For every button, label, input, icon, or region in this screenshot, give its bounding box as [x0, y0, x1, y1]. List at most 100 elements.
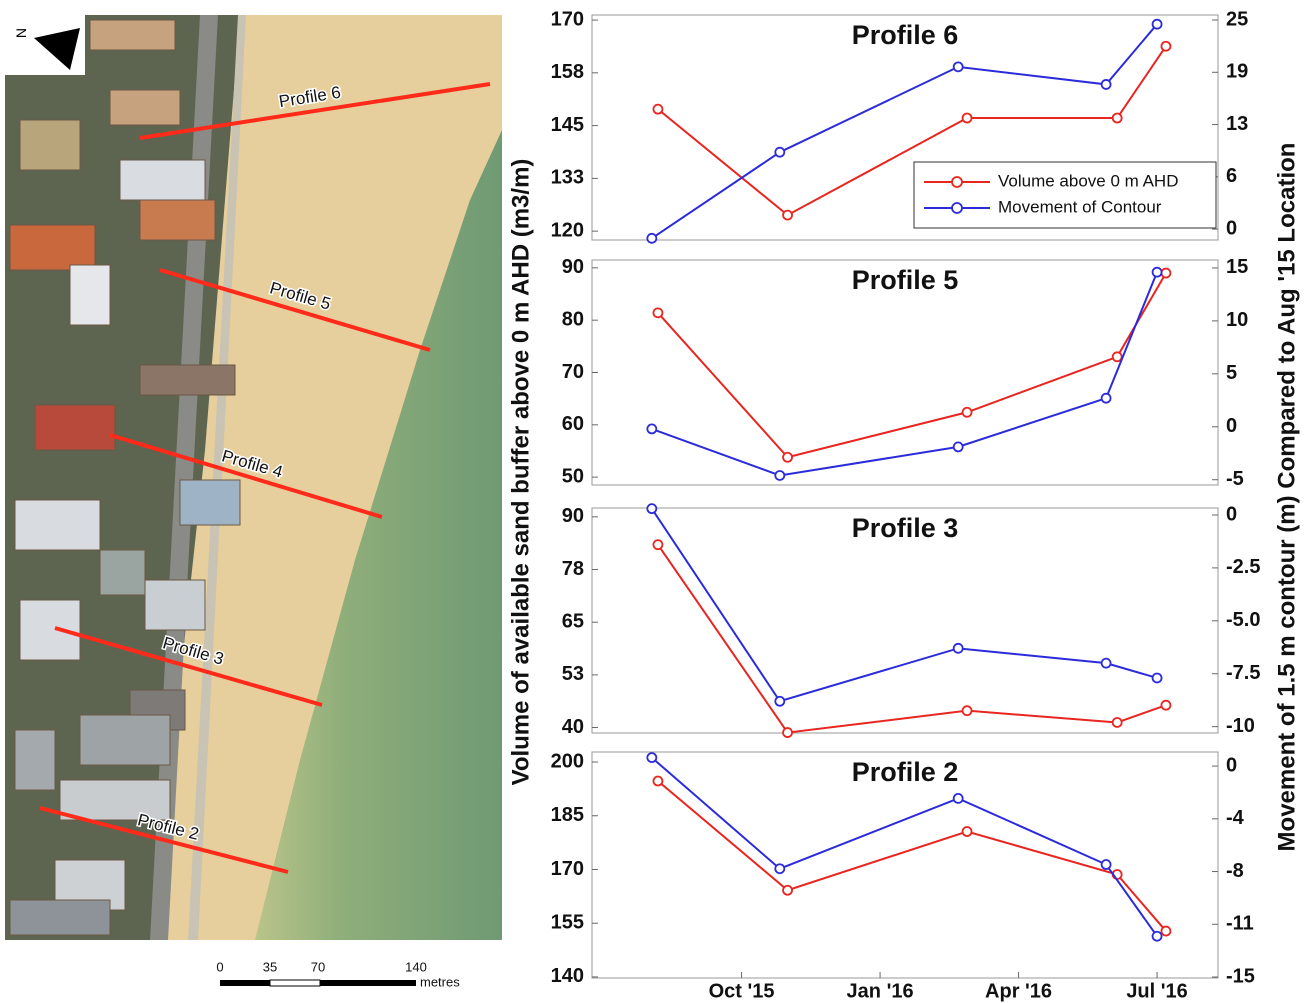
- data-point: [1153, 932, 1162, 941]
- data-point: [653, 777, 662, 786]
- data-point: [783, 453, 792, 462]
- data-point: [783, 211, 792, 220]
- data-point: [1161, 42, 1170, 51]
- data-point: [963, 827, 972, 836]
- y-tick-label: 170: [551, 858, 584, 880]
- page: {"map": {"profiles": ["Profile 6", "Prof…: [0, 0, 1316, 1003]
- north-label: N: [13, 28, 29, 38]
- data-point: [1161, 927, 1170, 936]
- data-point: [1113, 114, 1122, 123]
- data-point: [775, 471, 784, 480]
- y2-tick-label: -8: [1226, 860, 1244, 882]
- y2-tick-label: -7.5: [1226, 662, 1260, 684]
- scale-label: 0: [216, 959, 223, 974]
- y-tick-label: 185: [551, 804, 584, 826]
- data-point: [963, 408, 972, 417]
- data-point: [1102, 394, 1111, 403]
- chart-title: Profile 3: [852, 513, 959, 543]
- y-tick-label: 80: [562, 308, 584, 330]
- legend-swatch: [952, 177, 962, 187]
- y2-tick-label: 15: [1226, 256, 1248, 278]
- y2-tick-label: -2.5: [1226, 556, 1260, 578]
- y-tick-label: 158: [551, 61, 584, 83]
- data-point: [1102, 860, 1111, 869]
- scale-box: [195, 943, 475, 998]
- data-point: [653, 308, 662, 317]
- data-point: [954, 62, 963, 71]
- y2-tick-label: -10: [1226, 715, 1255, 737]
- legend-swatch: [952, 203, 962, 213]
- data-point: [1113, 352, 1122, 361]
- y2-tick-label: 0: [1226, 503, 1237, 525]
- data-point: [783, 728, 792, 737]
- data-point: [1102, 659, 1111, 668]
- y2-tick-label: 5: [1226, 362, 1237, 384]
- data-point: [954, 794, 963, 803]
- data-point: [1161, 269, 1170, 278]
- x-tick-label: Oct '15: [709, 980, 775, 1002]
- data-point: [1102, 80, 1111, 89]
- y-tick-label: 170: [551, 8, 584, 30]
- scale-bar: [320, 980, 416, 986]
- figure: N Profile 6 Profile 5 Profile 4 Profile …: [0, 0, 1316, 1003]
- y2-axis-label: Movement of 1.5 m contour (m) Compared t…: [1273, 143, 1300, 852]
- data-point: [775, 864, 784, 873]
- data-point: [647, 424, 656, 433]
- y2-tick-label: -11: [1226, 913, 1254, 935]
- chart-title: Profile 2: [852, 757, 959, 787]
- chart-title: Profile 6: [852, 20, 959, 50]
- y2-tick-label: 10: [1226, 309, 1248, 331]
- y2-tick-label: 13: [1226, 113, 1248, 135]
- y-tick-label: 200: [551, 750, 584, 772]
- y-tick-label: 145: [551, 114, 584, 136]
- scale-label: 140: [405, 959, 427, 974]
- y2-tick-label: 0: [1226, 754, 1237, 776]
- y2-tick-label: -15: [1226, 965, 1255, 987]
- data-point: [647, 753, 656, 762]
- chart-title: Profile 5: [852, 265, 959, 295]
- data-point: [1153, 268, 1162, 277]
- legend-label: Movement of Contour: [998, 197, 1162, 216]
- data-point: [1153, 673, 1162, 682]
- data-point: [783, 886, 792, 895]
- y-tick-label: 50: [562, 465, 584, 487]
- x-tick-label: Apr '16: [985, 980, 1052, 1002]
- data-point: [775, 697, 784, 706]
- y2-tick-label: 6: [1226, 165, 1237, 187]
- x-tick-label: Jul '16: [1126, 980, 1187, 1002]
- scale-label: 35: [263, 959, 277, 974]
- scale-label: 70: [311, 959, 325, 974]
- data-point: [954, 644, 963, 653]
- y2-tick-label: -4: [1226, 807, 1245, 829]
- data-point: [653, 105, 662, 114]
- data-point: [775, 148, 784, 157]
- y-tick-label: 65: [562, 610, 584, 632]
- y-tick-label: 90: [562, 505, 584, 527]
- aerial-map: N Profile 6 Profile 5 Profile 4 Profile …: [5, 15, 502, 998]
- data-point: [963, 114, 972, 123]
- scale-unit: metres: [420, 974, 460, 989]
- y2-tick-label: 25: [1226, 8, 1248, 30]
- y2-tick-label: -5: [1226, 468, 1244, 490]
- series-line: [652, 272, 1157, 475]
- legend-label: Volume above 0 m AHD: [998, 171, 1178, 190]
- y-tick-label: 53: [562, 663, 584, 685]
- y-tick-label: 140: [551, 965, 584, 987]
- scale-bar: [270, 980, 320, 986]
- series-line: [658, 545, 1166, 733]
- data-point: [954, 442, 963, 451]
- data-point: [1153, 20, 1162, 29]
- y-tick-label: 90: [562, 256, 584, 278]
- y2-tick-label: 19: [1226, 61, 1248, 83]
- data-point: [1113, 718, 1122, 727]
- data-point: [963, 706, 972, 715]
- y-tick-label: 155: [551, 911, 584, 933]
- data-point: [647, 234, 656, 243]
- data-point: [1161, 701, 1170, 710]
- y2-tick-label: 0: [1226, 415, 1237, 437]
- y2-tick-label: -5.0: [1226, 609, 1260, 631]
- y-tick-label: 120: [551, 219, 584, 241]
- series-line: [658, 273, 1166, 457]
- series-line: [658, 781, 1166, 931]
- y-tick-label: 133: [551, 167, 584, 189]
